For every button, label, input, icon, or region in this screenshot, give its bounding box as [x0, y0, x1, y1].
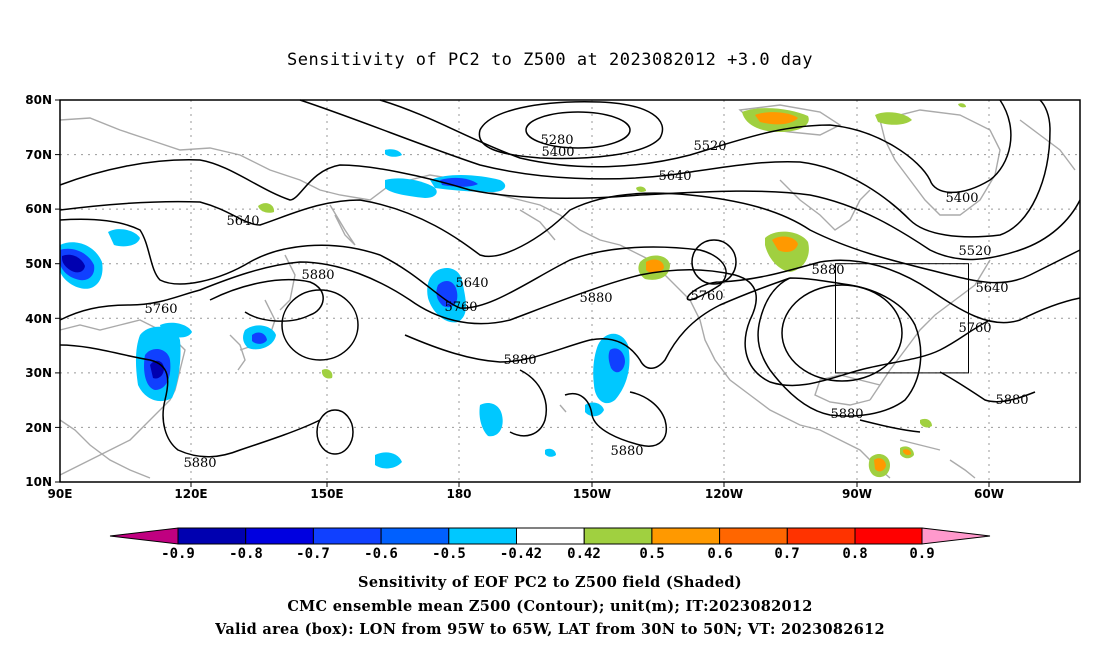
lat-label: 40N — [25, 312, 52, 326]
lon-label: 150W — [573, 487, 611, 501]
contour-label: 5640 — [975, 281, 1008, 296]
contour-label: 5880 — [995, 393, 1028, 408]
colorbar-cell — [854, 527, 923, 545]
colorbar-labels: -0.9 -0.8 -0.7 -0.6 -0.5 -0.42 0.42 0.5 … — [161, 546, 935, 562]
caption-line-3: Valid area (box): LON from 95W to 65W, L… — [215, 621, 885, 638]
lat-label: 20N — [25, 421, 52, 435]
contour-label: 5880 — [183, 456, 216, 471]
colorbar-label: 0.8 — [842, 546, 867, 562]
colorbar-label: 0.5 — [639, 546, 664, 562]
lon-label: 120W — [705, 487, 743, 501]
colorbar-cell — [245, 527, 314, 545]
contour-label: 5760 — [444, 300, 477, 315]
contour-label: 5880 — [301, 268, 334, 283]
lon-axis: 90E 120E 150E 180 150W 120W 90W 60W — [48, 487, 1004, 501]
z500-contours — [59, 99, 1081, 458]
caption-line-2: CMC ensemble mean Z500 (Contour); unit(m… — [287, 598, 813, 615]
colorbar — [109, 527, 991, 545]
colorbar-cell — [719, 527, 788, 545]
colorbar-cell — [583, 527, 653, 545]
contour-label: 5760 — [144, 302, 177, 317]
lat-label: 70N — [25, 148, 52, 162]
lon-label: 90W — [842, 487, 872, 501]
contour-labels: 5280 5400 5520 5640 5400 5520 5640 5760 … — [144, 133, 1028, 471]
colorbar-cell — [380, 527, 450, 545]
lat-label: 30N — [25, 366, 52, 380]
colorbar-label: 0.6 — [707, 546, 732, 562]
contour-label: 5520 — [958, 244, 991, 259]
sensitivity-shading — [60, 103, 966, 478]
colorbar-label: -0.7 — [296, 546, 330, 562]
colorbar-label: 0.7 — [774, 546, 799, 562]
colorbar-cell — [516, 527, 585, 545]
map-panel: 5280 5400 5520 5640 5400 5520 5640 5760 … — [59, 99, 1081, 483]
lat-label: 60N — [25, 202, 52, 216]
contour-label: 5880 — [830, 407, 863, 422]
colorbar-cell — [786, 527, 856, 545]
contour-label: 5280 — [540, 133, 573, 148]
colorbar-label: -0.8 — [229, 546, 263, 562]
lon-label: 120E — [174, 487, 207, 501]
colorbar-label: 0.9 — [909, 546, 934, 562]
colorbar-cell — [448, 527, 517, 545]
contour-label: 5520 — [693, 139, 726, 154]
colorbar-cell — [177, 527, 247, 545]
lon-label: 90E — [48, 487, 73, 501]
lon-label: 150E — [310, 487, 343, 501]
contour-label: 5640 — [658, 169, 691, 184]
lon-label: 180 — [446, 487, 471, 501]
lon-ticks — [190, 482, 990, 487]
colorbar-label: -0.42 — [500, 546, 542, 562]
contour-label: 5400 — [541, 145, 574, 160]
contour-label: 5880 — [503, 353, 536, 368]
contour-label: 5640 — [455, 276, 488, 291]
contour-label: 5640 — [226, 214, 259, 229]
colorbar-cell — [651, 527, 721, 545]
contour-label: 5880 — [610, 444, 643, 459]
lat-label: 10N — [25, 475, 52, 489]
lat-label: 50N — [25, 257, 52, 271]
contour-label: 5760 — [690, 289, 723, 304]
figure-title: Sensitivity of PC2 to Z500 at 2023082012… — [286, 50, 813, 70]
lon-label: 60W — [974, 487, 1004, 501]
colorbar-low-arrow — [109, 527, 179, 545]
colorbar-label: 0.42 — [567, 546, 601, 562]
colorbar-label: -0.5 — [432, 546, 466, 562]
contour-label: 5880 — [811, 263, 844, 278]
colorbar-label: -0.9 — [161, 546, 195, 562]
contour-label: 5400 — [945, 191, 978, 206]
lat-label: 80N — [25, 93, 52, 107]
valid-area-box — [835, 263, 969, 374]
lat-axis: 80N 70N 60N 50N 40N 30N 20N 10N — [25, 93, 52, 489]
colorbar-label: -0.6 — [364, 546, 398, 562]
contour-label: 5880 — [579, 291, 612, 306]
colorbar-cell — [312, 527, 382, 545]
lat-ticks — [55, 99, 60, 483]
caption-line-1: Sensitivity of EOF PC2 to Z500 field (Sh… — [358, 574, 742, 591]
colorbar-high-arrow — [921, 527, 991, 545]
contour-label: 5760 — [958, 321, 991, 336]
